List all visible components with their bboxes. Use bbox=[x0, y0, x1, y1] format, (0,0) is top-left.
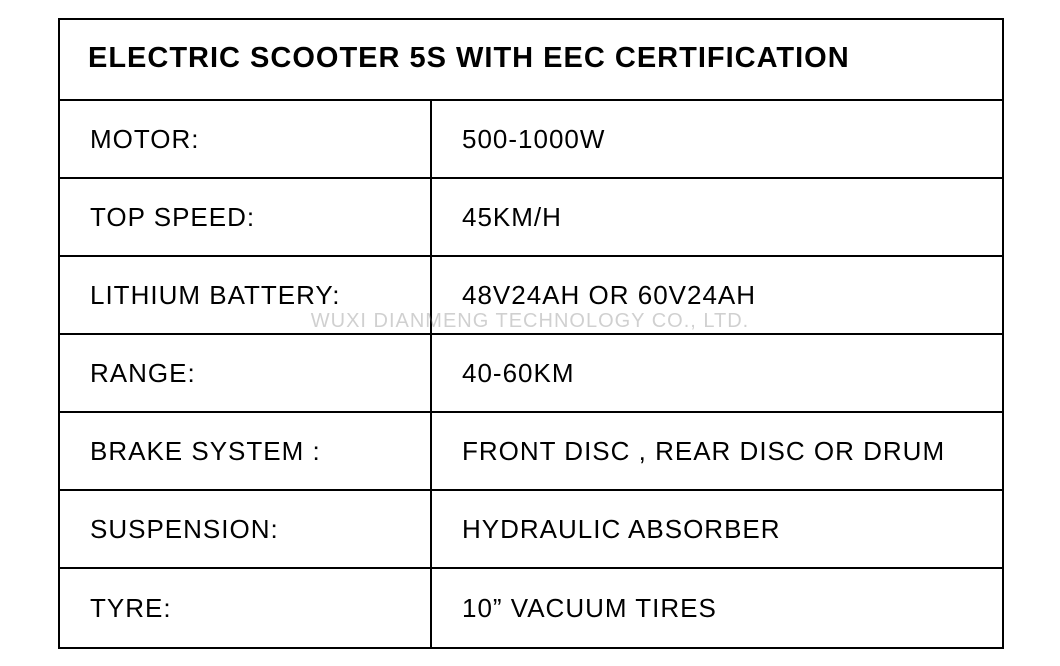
spec-value-battery: 48V24AH OR 60V24AH bbox=[432, 280, 1002, 311]
spec-value-brake: FRONT DISC , REAR DISC OR DRUM bbox=[432, 436, 1002, 467]
table-row: MOTOR: 500-1000W bbox=[60, 101, 1002, 179]
spec-value-motor: 500-1000W bbox=[432, 124, 1002, 155]
spec-label-motor: MOTOR: bbox=[60, 101, 432, 177]
spec-value-suspension: HYDRAULIC ABSORBER bbox=[432, 514, 1002, 545]
table-row: TOP SPEED: 45KM/H bbox=[60, 179, 1002, 257]
spec-label-brake: BRAKE SYSTEM : bbox=[60, 413, 432, 489]
spec-table: ELECTRIC SCOOTER 5S WITH EEC CERTIFICATI… bbox=[58, 18, 1004, 649]
table-row: SUSPENSION: HYDRAULIC ABSORBER bbox=[60, 491, 1002, 569]
spec-label-battery: LITHIUM BATTERY: bbox=[60, 257, 432, 333]
spec-label-top-speed: TOP SPEED: bbox=[60, 179, 432, 255]
spec-label-tyre: TYRE: bbox=[60, 569, 432, 647]
table-row: RANGE: 40-60KM bbox=[60, 335, 1002, 413]
table-row: BRAKE SYSTEM : FRONT DISC , REAR DISC OR… bbox=[60, 413, 1002, 491]
table-row: LITHIUM BATTERY: 48V24AH OR 60V24AH bbox=[60, 257, 1002, 335]
spec-value-tyre: 10” VACUUM TIRES bbox=[432, 593, 1002, 624]
table-title: ELECTRIC SCOOTER 5S WITH EEC CERTIFICATI… bbox=[60, 20, 1002, 101]
spec-value-top-speed: 45KM/H bbox=[432, 202, 1002, 233]
spec-label-suspension: SUSPENSION: bbox=[60, 491, 432, 567]
table-row: TYRE: 10” VACUUM TIRES bbox=[60, 569, 1002, 647]
spec-value-range: 40-60KM bbox=[432, 358, 1002, 389]
spec-label-range: RANGE: bbox=[60, 335, 432, 411]
